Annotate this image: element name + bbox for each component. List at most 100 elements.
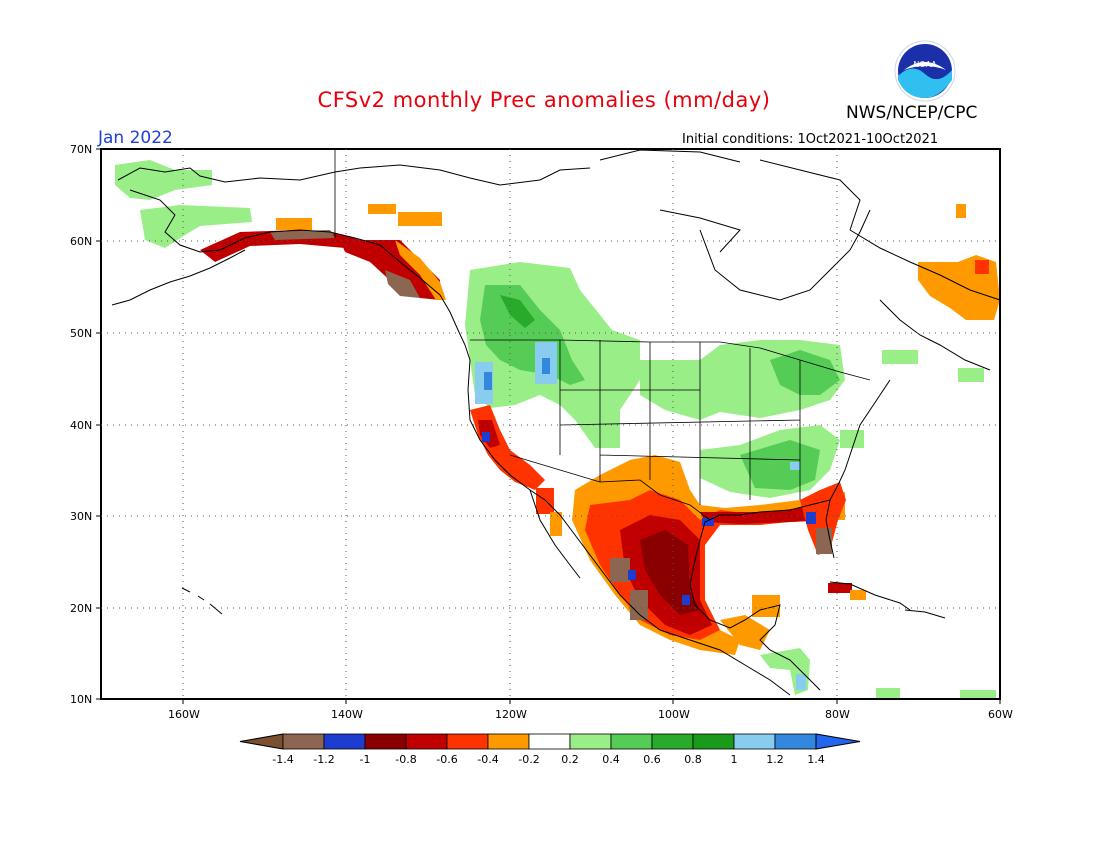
colorbar-tick-label: 0.4 [602, 753, 620, 766]
noaa-logo-icon: NOAA [894, 40, 956, 102]
colorbar-tick-label: -0.4 [477, 753, 498, 766]
anomaly-gulf-coast-dark [700, 505, 830, 524]
forecast-month: Jan 2022 [98, 128, 173, 148]
anomaly-yukon-orange-2 [398, 212, 442, 226]
lat-label-20n: 20N [70, 602, 93, 615]
anomaly-mexico-blue [628, 570, 636, 580]
hudson-bay [699, 209, 871, 301]
tick-marks [96, 148, 1001, 704]
anomaly-ontario-wet [882, 350, 918, 364]
colorbar-tick-label: 0.8 [684, 753, 702, 766]
colorbar-tick-label: -1.4 [272, 753, 293, 766]
hispaniola [904, 609, 946, 619]
anomaly-pnw-wet-dark [500, 295, 535, 328]
anomaly-baja-dry [536, 488, 554, 514]
agency-label: NWS/NCEP/CPC [846, 103, 978, 123]
anomaly-newfoundland-wet [958, 368, 984, 382]
borders [334, 150, 871, 521]
lat-label-60n: 60N [70, 235, 93, 248]
colorbar-box-n12 [323, 733, 366, 750]
colorbar-box-n04 [487, 733, 530, 750]
lat-label-70n: 70N [70, 143, 93, 156]
anomaly-mexico-brown-2 [630, 590, 648, 620]
colorbar-tick-label: -0.6 [436, 753, 457, 766]
anomaly-idaho-blue-dark [542, 358, 550, 374]
colorbar-box-p06 [651, 733, 694, 750]
anomaly-alaska-wet [115, 160, 212, 200]
alaska-peninsula [111, 249, 246, 306]
us-mexico-border [509, 454, 711, 521]
lat-label-30n: 30N [70, 510, 93, 523]
anomaly-alaska-wet-south [140, 205, 252, 248]
lat-label-10n: 10N [70, 693, 93, 706]
colorbar-box-n02 [528, 733, 571, 750]
lon-label-140w: 140W [331, 708, 363, 721]
anomaly-south-america-wet-2 [960, 690, 996, 698]
colorbar-boxes [239, 733, 861, 750]
us-east-coast [825, 379, 891, 559]
lon-label-60w: 60W [988, 708, 1013, 721]
canada-arctic-coast [334, 149, 861, 253]
anomaly-great-lakes-wet [770, 350, 840, 395]
anomaly-florida-blue [806, 512, 816, 524]
anomaly-alaska-orange [276, 218, 312, 230]
anomaly-baffin-orange [956, 204, 966, 218]
anomaly-baja-dry-2 [550, 512, 562, 536]
colorbar-tick-label: 1 [731, 753, 738, 766]
anomaly-mexico-brown [610, 558, 630, 582]
colorbar-tick-label: -0.2 [518, 753, 539, 766]
initial-conditions: Initial conditions: 1Oct2021-10Oct2021 [682, 132, 939, 147]
anomaly-wa-coast-blue-dark [484, 372, 492, 390]
colorbar-tick-label: 1.4 [807, 753, 825, 766]
colorbar-box-n14 [282, 733, 325, 750]
colorbar-box-n10 [364, 733, 407, 750]
hawaii [181, 587, 223, 615]
baja-california [529, 489, 581, 579]
pacific-coast-mexico [467, 359, 791, 696]
colorbar-ticks: -1.4 -1.2 -1 -0.8 -0.6 -0.4 -0.2 0.2 0.4 0.6 0.8 1 1… [272, 753, 824, 766]
lon-label-100w: 100W [658, 708, 690, 721]
anomaly-cuba-orange [850, 590, 866, 600]
anomaly-florida-dry [800, 482, 846, 555]
anomaly-california-blue [482, 432, 490, 442]
lon-label-160w: 160W [168, 708, 200, 721]
colorbar-box-p04 [610, 733, 653, 750]
anomaly-florida-brown [816, 528, 832, 554]
colorbar-tick-label: 0.6 [643, 753, 661, 766]
anomaly-alaska-coast-brown [270, 230, 335, 240]
anomaly-cuba-dry [828, 583, 852, 593]
anomaly-pnw-wet-mid [480, 285, 585, 385]
colorbar-box-p08 [692, 733, 735, 750]
anomaly-mexico-blue-2 [682, 595, 690, 605]
colorbar-tick-label: 0.2 [561, 753, 579, 766]
colorbar-box-p02 [569, 733, 612, 750]
colorbar-box-p12 [774, 733, 817, 750]
lat-label-40n: 40N [70, 419, 93, 432]
lat-label-50n: 50N [70, 327, 93, 340]
lon-label-120w: 120W [495, 708, 527, 721]
logo-text: NOAA [913, 60, 937, 69]
colorbar-arrow-left [239, 733, 284, 750]
cuba [829, 581, 911, 611]
colorbar-tick-label: -1.2 [313, 753, 334, 766]
map-title: CFSv2 monthly Prec anomalies (mm/day) [0, 88, 1100, 112]
anomaly-bc-coast-brown [385, 270, 420, 298]
colorbar-box-p10 [733, 733, 776, 750]
gulf-coast [689, 499, 831, 691]
anomaly-south-america-wet [876, 688, 900, 698]
coastlines [111, 149, 1001, 696]
colorbar-arrow-right [815, 733, 861, 750]
anomaly-bc-orange [395, 240, 446, 300]
colorbar-tick-label: -0.8 [395, 753, 416, 766]
map-frame [100, 148, 1001, 700]
alaska-coast [117, 167, 471, 361]
colorbar-box-n08 [405, 733, 448, 750]
colorbar-box-n06 [446, 733, 489, 750]
anomaly-panama-blue [796, 674, 806, 690]
anomaly-mid-atlantic-wet [840, 430, 864, 448]
anomaly-yukon-orange [368, 204, 396, 214]
anomaly-labrador-red [975, 260, 989, 274]
labrador-coast [849, 229, 1001, 371]
